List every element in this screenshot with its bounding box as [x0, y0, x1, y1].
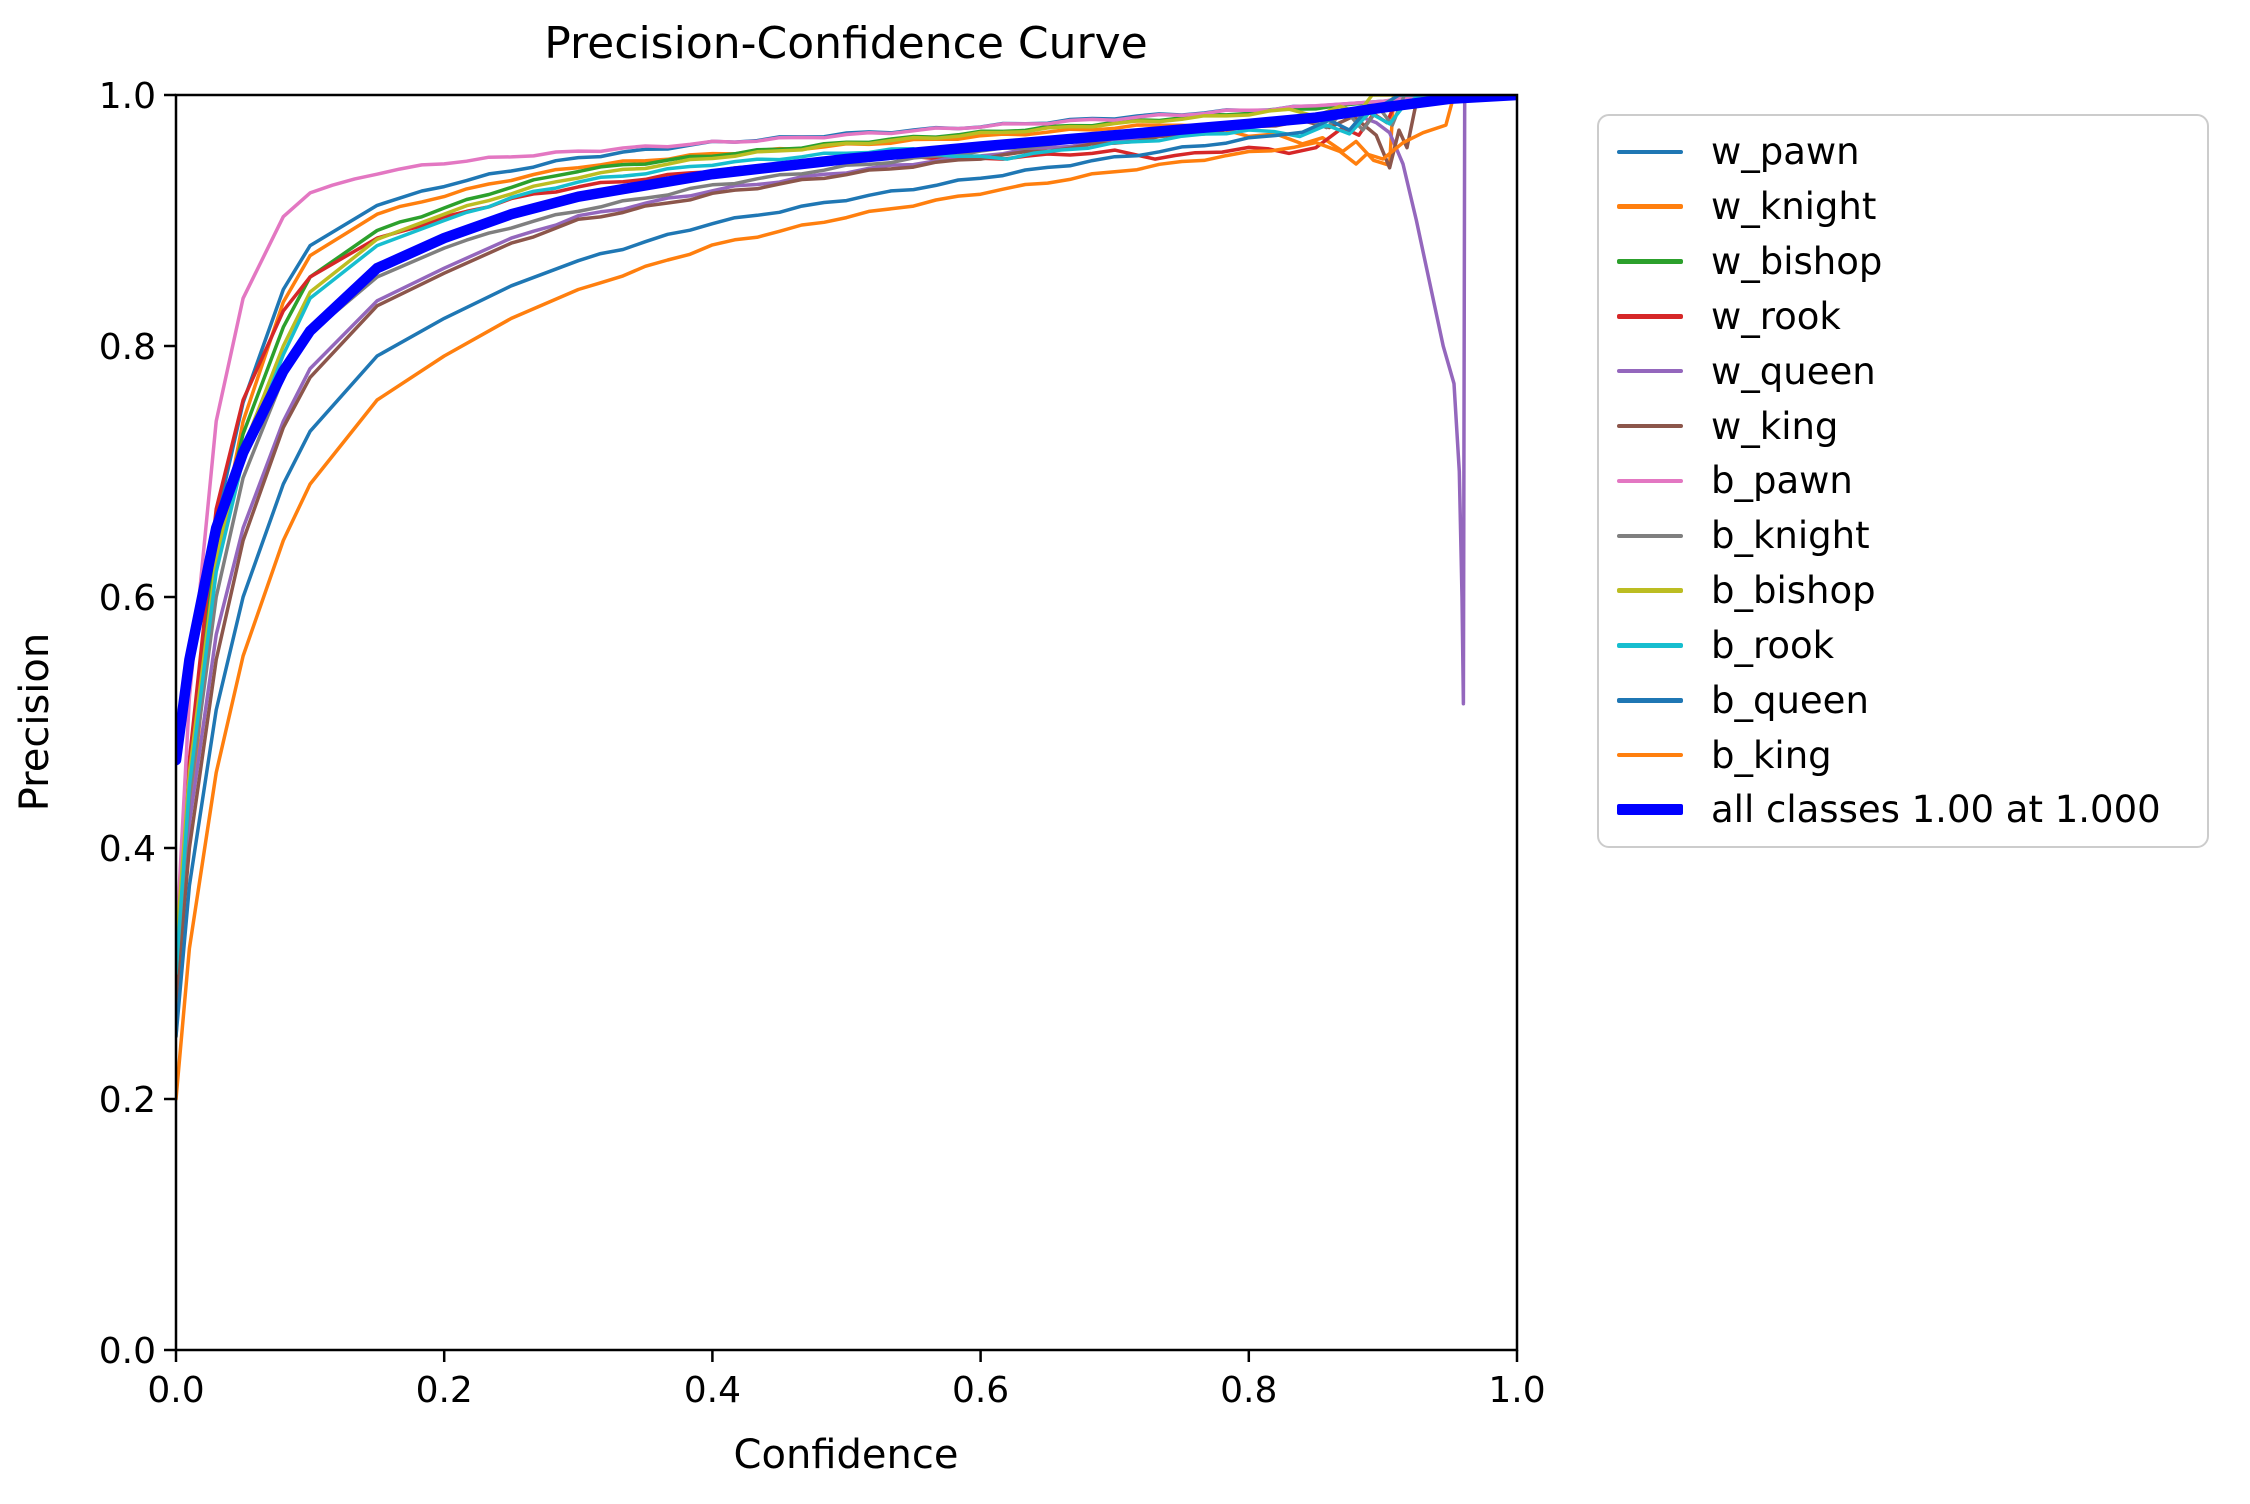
- legend-item-w-rook: w_rook: [1617, 291, 2197, 341]
- legend-item-b-queen: b_queen: [1617, 675, 2197, 725]
- legend-label: all classes 1.00 at 1.000: [1711, 788, 2161, 832]
- y-tick-label: 0.8: [99, 327, 156, 368]
- legend-line-swatch: [1617, 804, 1683, 816]
- legend-label: b_rook: [1711, 623, 1835, 667]
- legend-line-swatch: [1617, 314, 1683, 319]
- series-layer: [176, 95, 1517, 1101]
- legend-item-b-knight: b_knight: [1617, 511, 2197, 561]
- series-line-b-bishop: [176, 95, 1517, 951]
- axes-ticks: 0.0 0.2 0.4 0.6 0.8 1.0 0.0 0.2 0.4 0.6 0.8 1.0: [99, 76, 1546, 1411]
- y-tick-label: 0.0: [99, 1331, 156, 1372]
- x-tick-label: 0.6: [952, 1370, 1009, 1411]
- series-line-b-rook: [176, 95, 1517, 976]
- x-tick-label: 1.0: [1488, 1370, 1545, 1411]
- legend-item-w-king: w_king: [1617, 401, 2197, 451]
- legend-line-swatch: [1617, 368, 1683, 374]
- y-tick-label: 0.2: [99, 1080, 156, 1121]
- legend-label: w_pawn: [1711, 130, 1860, 174]
- series-line-w-bishop: [176, 95, 1517, 976]
- x-tick-label: 0.8: [1220, 1370, 1277, 1411]
- series-line-b-knight: [176, 95, 1517, 976]
- x-tick-label: 0.4: [684, 1370, 741, 1411]
- legend: w_pawn w_knight w_bishop w_rook w_queen w_kin…: [1597, 114, 2209, 848]
- legend-label: b_knight: [1711, 514, 1870, 558]
- legend-line-swatch: [1617, 588, 1683, 593]
- legend-label: w_knight: [1711, 185, 1877, 229]
- legend-item-all-classes-1-00-at-1-000: all classes 1.00 at 1.000: [1617, 785, 2197, 835]
- series-line-b-king: [176, 95, 1517, 1101]
- legend-label: w_king: [1711, 404, 1839, 448]
- legend-item-b-bishop: b_bishop: [1617, 566, 2197, 616]
- series-line-w-knight: [176, 95, 1517, 1039]
- y-tick-label: 0.6: [99, 578, 156, 619]
- legend-line-swatch: [1617, 149, 1683, 155]
- legend-label: b_king: [1711, 733, 1832, 777]
- chart-title: Precision-Confidence Curve: [544, 18, 1147, 69]
- legend-label: w_queen: [1711, 349, 1876, 393]
- y-axis-label: Precision: [12, 633, 58, 811]
- legend-item-b-king: b_king: [1617, 730, 2197, 780]
- legend-line-swatch: [1617, 752, 1683, 758]
- legend-label: b_bishop: [1711, 569, 1876, 613]
- legend-label: w_bishop: [1711, 240, 1883, 284]
- legend-line-swatch: [1617, 533, 1683, 538]
- series-line-b-queen: [176, 95, 1517, 1039]
- legend-line-swatch: [1617, 204, 1683, 209]
- legend-line-swatch: [1617, 478, 1683, 484]
- y-tick-label: 1.0: [99, 76, 156, 117]
- legend-label: b_queen: [1711, 678, 1869, 722]
- legend-line-swatch: [1617, 423, 1683, 429]
- legend-item-w-knight: w_knight: [1617, 182, 2197, 232]
- y-tick-label: 0.4: [99, 829, 156, 870]
- legend-line-swatch: [1617, 698, 1683, 703]
- x-axis-label: Confidence: [734, 1432, 959, 1478]
- series-line-b-pawn: [176, 95, 1517, 951]
- x-tick-label: 0.0: [147, 1370, 204, 1411]
- series-line-all-classes-1-00-at-1-000: [176, 95, 1517, 766]
- legend-item-w-bishop: w_bishop: [1617, 237, 2197, 287]
- legend-line-swatch: [1617, 259, 1683, 264]
- legend-line-swatch: [1617, 643, 1683, 648]
- legend-item-b-pawn: b_pawn: [1617, 456, 2197, 506]
- legend-label: w_rook: [1711, 294, 1841, 338]
- legend-item-b-rook: b_rook: [1617, 620, 2197, 670]
- legend-item-w-queen: w_queen: [1617, 346, 2197, 396]
- legend-label: b_pawn: [1711, 459, 1853, 503]
- plot-frame: [174, 93, 1519, 1352]
- series-line-w-queen: [176, 95, 1517, 976]
- x-tick-label: 0.2: [416, 1370, 473, 1411]
- legend-item-w-pawn: w_pawn: [1617, 127, 2197, 177]
